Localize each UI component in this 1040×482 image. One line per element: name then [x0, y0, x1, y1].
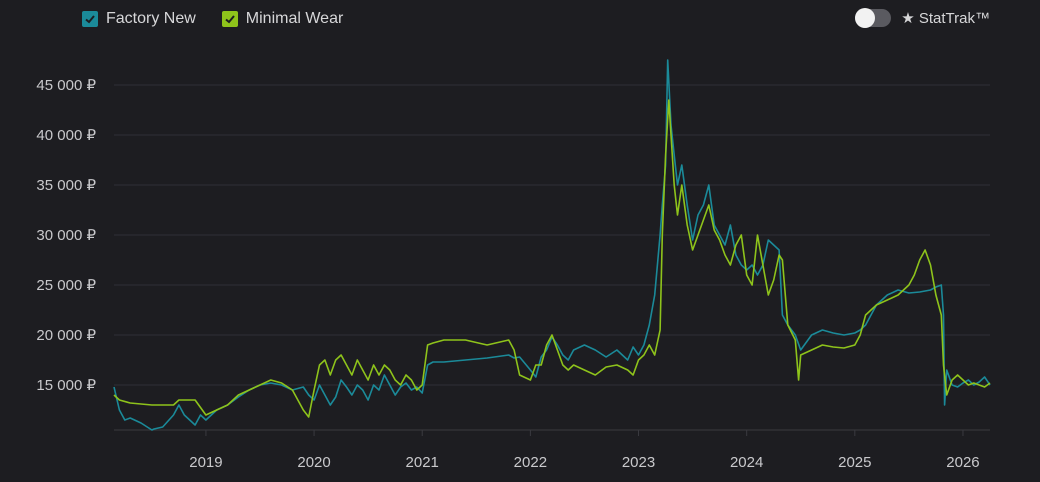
y-tick-label: 45 000 ₽: [36, 77, 96, 94]
x-tick-label: 2026: [946, 454, 979, 471]
x-tick-label: 2021: [406, 454, 439, 471]
legend-label-minimal-wear: Minimal Wear: [245, 10, 344, 27]
y-tick-label: 25 000 ₽: [36, 277, 96, 294]
legend-label-factory-new: Factory New: [106, 10, 196, 27]
x-tick-label: 2025: [838, 454, 871, 471]
stattrak-toggle[interactable]: [855, 8, 892, 28]
x-tick-label: 2020: [297, 454, 330, 471]
x-tick-label: 2019: [189, 454, 222, 471]
checkbox-icon[interactable]: [82, 11, 98, 27]
x-tick-label: 2023: [622, 454, 655, 471]
y-tick-label: 40 000 ₽: [36, 127, 96, 144]
series-line-minimal-wear[interactable]: [113, 99, 991, 418]
legend-item-minimal-wear[interactable]: Minimal Wear: [221, 10, 344, 28]
x-tick-label: 2022: [514, 454, 547, 471]
series-line-factory-new[interactable]: [113, 59, 991, 431]
y-tick-label: 35 000 ₽: [36, 177, 96, 194]
stattrak-control: ★ StatTrak™: [855, 8, 990, 28]
y-tick-label: 15 000 ₽: [36, 377, 96, 394]
toggle-knob[interactable]: [855, 8, 876, 28]
legend-item-factory-new[interactable]: Factory New: [82, 10, 196, 28]
stattrak-label: ★ StatTrak™: [901, 10, 990, 27]
checkbox-icon[interactable]: [221, 11, 238, 27]
y-tick-label: 30 000 ₽: [36, 227, 96, 244]
legend: Factory New Minimal Wear: [82, 10, 343, 28]
y-tick-label: 20 000 ₽: [36, 327, 96, 344]
x-tick-label: 2024: [730, 454, 763, 471]
